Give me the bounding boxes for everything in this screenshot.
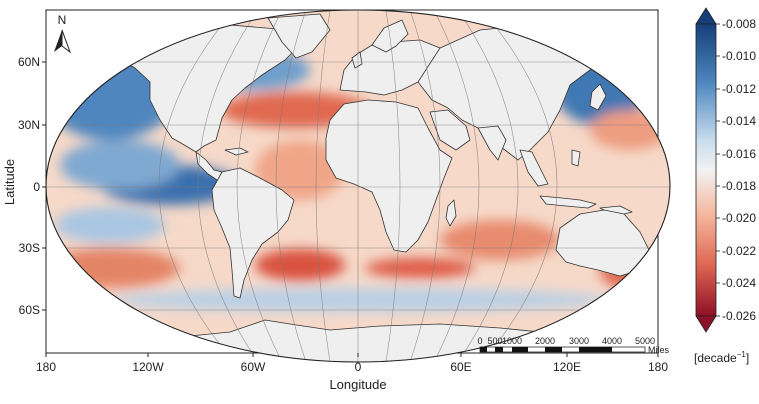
scale-label: 1000 bbox=[502, 336, 522, 346]
globe-outline bbox=[45, 9, 671, 363]
colorbar-tick-label: -0.016 bbox=[722, 147, 756, 161]
x-tick-label: 120W bbox=[132, 360, 164, 374]
colorbar-tick-label: -0.012 bbox=[722, 82, 756, 96]
scale-label: 500 bbox=[487, 336, 502, 346]
south-america bbox=[211, 167, 295, 299]
colorbar-tick-label: -0.020 bbox=[722, 211, 756, 225]
caribbean bbox=[224, 147, 249, 156]
meridian-60w bbox=[275, 10, 307, 362]
greenland bbox=[267, 13, 331, 59]
scale-bar-labels: 0 500 1000 2000 3000 4000 5000 bbox=[477, 336, 655, 346]
colorbar-tick-label: -0.018 bbox=[722, 179, 756, 193]
colorbar-top-arrow bbox=[695, 7, 717, 25]
scale-seg bbox=[495, 347, 503, 352]
scale-unit: Miles bbox=[648, 345, 670, 355]
indonesia bbox=[539, 195, 597, 209]
x-axis bbox=[45, 353, 659, 357]
southern-ocean-blue bbox=[110, 288, 610, 312]
meridian-30e bbox=[385, 10, 401, 362]
colorbar-tick-label: -0.024 bbox=[722, 276, 756, 290]
y-tick-labels: 60N 30N 0 30S 60S bbox=[18, 55, 40, 317]
colorbar-unit-close: ] bbox=[746, 351, 749, 365]
scale-bar: 0 500 1000 2000 3000 4000 5000 Miles bbox=[477, 336, 669, 355]
south-pacific-blue bbox=[55, 207, 165, 243]
meridian-120e bbox=[457, 10, 519, 362]
japan bbox=[589, 83, 607, 111]
meridian-30w bbox=[315, 10, 331, 362]
east-pacific-blue bbox=[60, 140, 180, 190]
south-indian-red bbox=[440, 220, 560, 260]
colorbar-tick-label: -0.010 bbox=[722, 49, 756, 63]
new-zealand bbox=[645, 265, 663, 291]
y-tick-label: 60S bbox=[19, 303, 40, 317]
meridian-60e bbox=[409, 10, 441, 362]
y-tick-label: 30S bbox=[19, 241, 40, 255]
scale-label: 0 bbox=[477, 336, 482, 346]
scale-seg bbox=[480, 347, 487, 352]
north-arrow-icon-right bbox=[61, 29, 72, 54]
x-tick-label: 120E bbox=[553, 360, 581, 374]
scale-label: 2000 bbox=[535, 336, 555, 346]
scale-label: 3000 bbox=[569, 336, 589, 346]
x-tick-label: 180 bbox=[36, 360, 56, 374]
central-atlantic-red bbox=[255, 140, 345, 200]
colorbar-unit-base: [decade bbox=[694, 351, 737, 365]
scale-label: 5000 bbox=[635, 336, 655, 346]
colorbar-bottom-arrow bbox=[695, 315, 717, 333]
africa bbox=[325, 99, 453, 253]
scale-seg bbox=[545, 347, 562, 352]
x-tick-label: 0 bbox=[355, 360, 362, 374]
y-axis bbox=[42, 61, 46, 311]
graticule bbox=[46, 10, 670, 362]
scale-bar-outline bbox=[479, 346, 646, 353]
south-atlantic-red bbox=[255, 249, 345, 281]
south-pacific-red bbox=[46, 248, 180, 288]
x-tick-labels: 180 120W 60W 0 60E 120E 180 bbox=[36, 360, 668, 374]
madagascar bbox=[445, 199, 457, 227]
meridian-90w bbox=[236, 10, 283, 362]
y-axis-label: Latitude bbox=[2, 159, 17, 205]
meridian-120w bbox=[197, 10, 259, 362]
colorbar-body bbox=[695, 23, 717, 317]
colorbar-tick-label: -0.026 bbox=[722, 309, 756, 323]
north-arrow: N bbox=[54, 13, 72, 54]
india bbox=[477, 125, 507, 161]
arabia bbox=[429, 109, 471, 151]
southeast-asia bbox=[519, 149, 549, 187]
philippines bbox=[571, 149, 581, 167]
scale-seg bbox=[579, 347, 612, 352]
colorbar-tick-label: -0.014 bbox=[722, 114, 756, 128]
meridian-150e bbox=[481, 10, 558, 362]
colorbar-ticks bbox=[716, 23, 720, 317]
y-tick-label: 0 bbox=[33, 180, 40, 194]
colorbar-unit-label: [decade−1] bbox=[694, 350, 749, 365]
north-arrow-label: N bbox=[58, 13, 67, 27]
colorbar-tick-label: -0.008 bbox=[722, 17, 756, 31]
x-tick-label: 60E bbox=[450, 360, 471, 374]
y-tick-label: 60N bbox=[18, 55, 40, 69]
land-masses bbox=[59, 13, 663, 362]
meridian-90e bbox=[433, 10, 480, 362]
colorbar-tick-label: -0.022 bbox=[722, 244, 756, 258]
x-tick-label: 180 bbox=[648, 360, 668, 374]
meridian-150w bbox=[158, 10, 235, 362]
x-tick-label: 60W bbox=[241, 360, 266, 374]
scale-seg bbox=[512, 347, 528, 352]
colorbar-tick-labels: -0.008 -0.010 -0.012 -0.014 -0.016 -0.01… bbox=[722, 17, 756, 323]
north-arrow-icon bbox=[54, 30, 62, 52]
x-axis-label: Longitude bbox=[329, 377, 386, 392]
colorbar: -0.008 -0.010 -0.012 -0.014 -0.016 -0.01… bbox=[694, 7, 756, 365]
colorbar-unit-exponent: −1 bbox=[737, 350, 747, 359]
uk bbox=[351, 51, 363, 69]
y-tick-label: 30N bbox=[18, 118, 40, 132]
indian-ocean-red bbox=[365, 258, 475, 278]
scale-label: 4000 bbox=[602, 336, 622, 346]
